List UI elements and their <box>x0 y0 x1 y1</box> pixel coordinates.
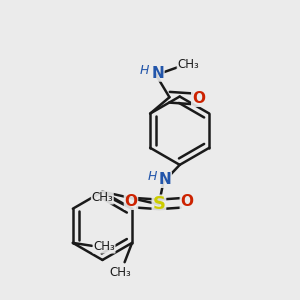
Text: CH₃: CH₃ <box>177 58 199 71</box>
Text: O: O <box>192 91 205 106</box>
Text: S: S <box>152 195 165 213</box>
Text: O: O <box>180 194 194 209</box>
Text: O: O <box>124 194 137 209</box>
Text: CH₃: CH₃ <box>92 191 113 204</box>
Text: H: H <box>147 170 157 183</box>
Text: H: H <box>140 64 149 77</box>
Text: CH₃: CH₃ <box>93 240 115 253</box>
Text: N: N <box>151 66 164 81</box>
Text: CH₃: CH₃ <box>109 266 131 278</box>
Text: N: N <box>158 172 171 187</box>
